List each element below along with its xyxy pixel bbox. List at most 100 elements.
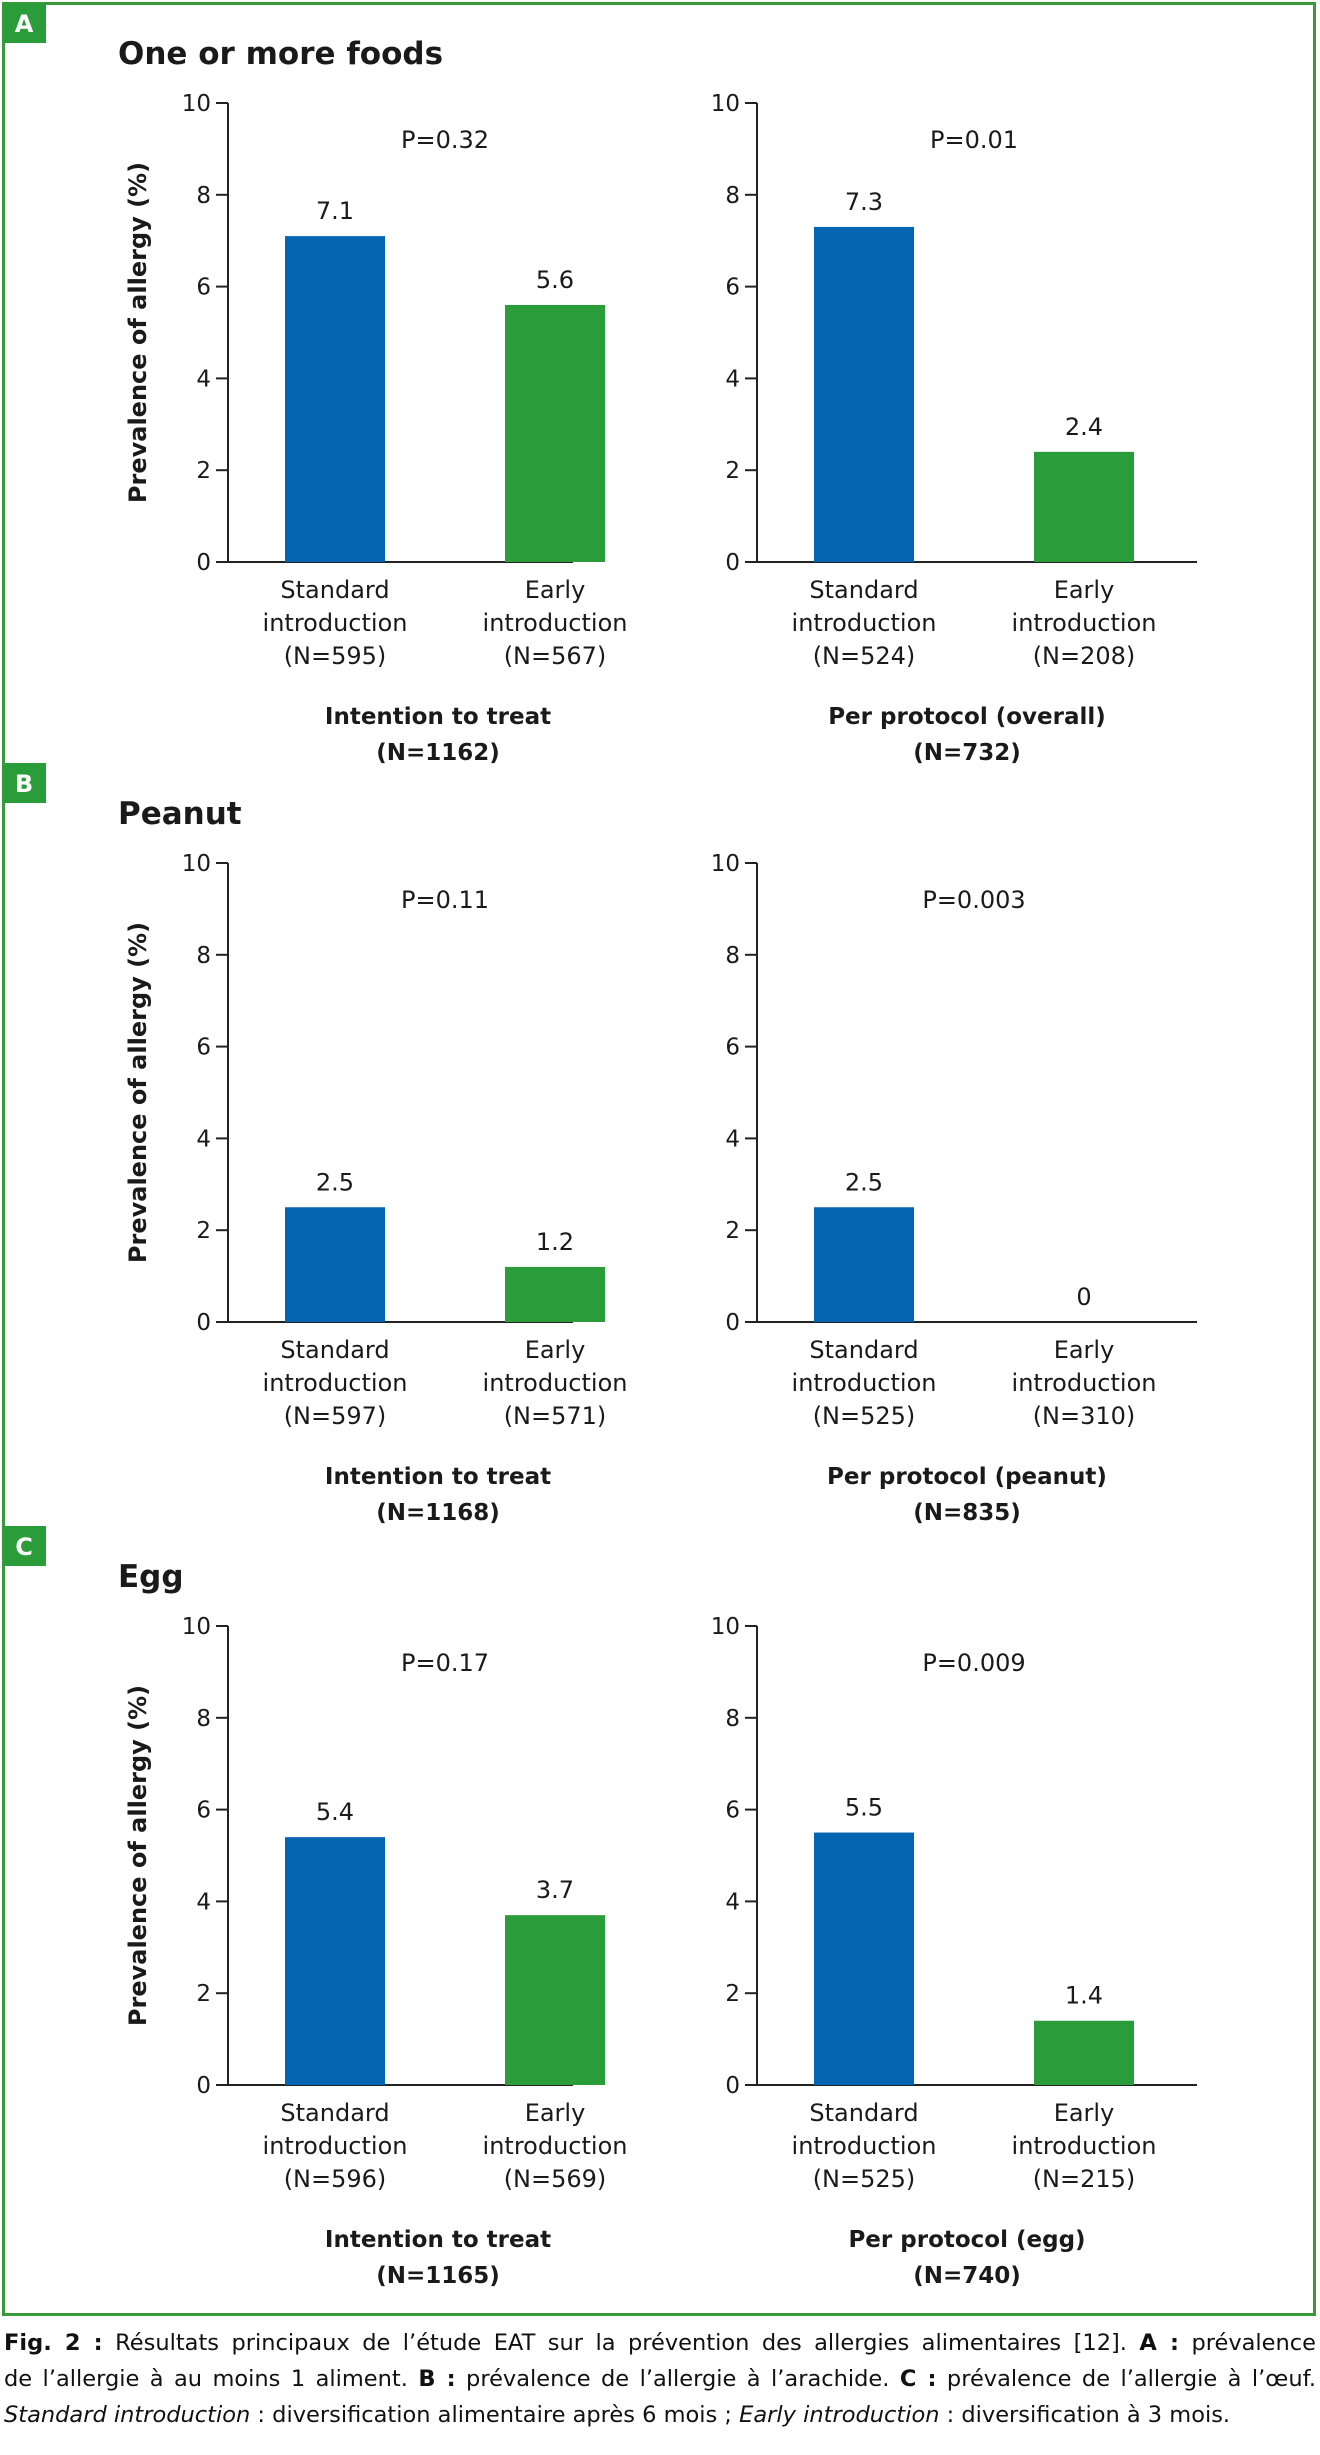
category-label: (N=208) <box>1033 642 1136 670</box>
y-tick-label: 10 <box>182 851 211 877</box>
y-tick-label: 10 <box>711 1614 740 1640</box>
panel-badge <box>3 3 46 43</box>
y-tick-label: 0 <box>725 550 740 576</box>
y-tick-label: 0 <box>196 2073 211 2099</box>
y-tick-label: 0 <box>725 1310 740 1336</box>
y-tick-label: 4 <box>196 1126 211 1152</box>
bar-value-label: 0 <box>1076 1283 1091 1311</box>
standard-bar <box>285 1837 385 2085</box>
category-label: (N=215) <box>1033 2165 1136 2193</box>
bar-value-label: 7.1 <box>316 197 354 225</box>
caption-early-term: Early introduction <box>739 2402 940 2428</box>
panel-letter: C <box>15 1533 33 1561</box>
y-tick-label: 6 <box>725 275 740 301</box>
y-tick-label: 8 <box>725 183 740 209</box>
y-tick-label: 4 <box>725 1126 740 1152</box>
group-title: Intention to treat <box>325 2227 551 2253</box>
panel-letter: A <box>15 10 34 38</box>
early-bar <box>505 1266 605 1322</box>
y-tick-label: 4 <box>725 366 740 392</box>
category-label: Early <box>1054 2099 1115 2127</box>
category-label: (N=567) <box>504 642 607 670</box>
caption-fig-label: Fig. 2 : <box>4 2330 103 2356</box>
category-label: Standard <box>280 576 389 604</box>
caption-text: de l’allergie à au moins 1 aliment. <box>4 2366 419 2392</box>
bar-value-label: 1.4 <box>1065 1982 1103 2010</box>
bar-value-label: 5.5 <box>845 1794 883 1822</box>
category-label: (N=310) <box>1033 1402 1136 1430</box>
panel-title: Egg <box>118 1559 184 1595</box>
caption-line-1: Fig. 2 : Résultats principaux de l’étude… <box>4 2325 1316 2361</box>
category-label: introduction <box>1012 2132 1157 2160</box>
early-bar <box>1034 2020 1134 2085</box>
bar-value-label: 2.5 <box>845 1168 883 1196</box>
group-title: Per protocol (overall) <box>828 704 1106 730</box>
y-tick-label: 8 <box>196 183 211 209</box>
y-tick-label: 2 <box>725 1218 740 1244</box>
category-label: Standard <box>280 1336 389 1364</box>
category-label: (N=569) <box>504 2165 607 2193</box>
category-label: (N=525) <box>813 1402 916 1430</box>
y-tick-label: 6 <box>196 1798 211 1824</box>
early-bar <box>505 1915 605 2085</box>
y-tick-label: 2 <box>196 1218 211 1244</box>
bar-value-label: 5.6 <box>536 266 574 294</box>
y-tick-label: 8 <box>725 1706 740 1732</box>
panel-badge <box>3 1526 46 1566</box>
bar-value-label: 2.4 <box>1065 413 1103 441</box>
caption-line-2: de l’allergie à au moins 1 aliment. B : … <box>4 2361 1316 2397</box>
y-tick-label: 0 <box>725 2073 740 2099</box>
p-value-label: P=0.003 <box>922 886 1025 914</box>
standard-bar <box>285 236 385 563</box>
caption-b-label: B : <box>418 2366 456 2392</box>
category-label: (N=525) <box>813 2165 916 2193</box>
y-tick-label: 10 <box>182 91 211 117</box>
group-title: (N=1165) <box>376 2263 500 2289</box>
early-bar <box>505 304 605 562</box>
caption-a-label: A : <box>1139 2330 1179 2356</box>
y-axis-label: Prevalence of allergy (%) <box>124 162 152 503</box>
group-title: Per protocol (egg) <box>848 2227 1085 2253</box>
caption-c-label: C : <box>899 2366 937 2392</box>
y-tick-label: 10 <box>711 91 740 117</box>
category-label: Early <box>525 576 586 604</box>
group-title: (N=1162) <box>376 740 500 766</box>
panel-badge <box>3 763 46 803</box>
panel-title: Peanut <box>118 796 242 832</box>
y-tick-label: 4 <box>196 366 211 392</box>
bar-value-label: 5.4 <box>316 1798 354 1826</box>
y-tick-label: 0 <box>196 550 211 576</box>
y-axis-label: Prevalence of allergy (%) <box>124 1685 152 2026</box>
y-tick-label: 0 <box>196 1310 211 1336</box>
y-tick-label: 8 <box>196 943 211 969</box>
y-tick-label: 6 <box>196 275 211 301</box>
category-label: (N=597) <box>284 1402 387 1430</box>
group-title: Per protocol (peanut) <box>827 1464 1107 1490</box>
category-label: introduction <box>263 2132 408 2160</box>
caption-text: prévalence de l’allergie à l’arachide. <box>455 2366 900 2392</box>
category-label: Early <box>525 2099 586 2127</box>
category-label: introduction <box>263 1369 408 1397</box>
y-tick-label: 6 <box>196 1035 211 1061</box>
panel-letter: B <box>15 770 33 798</box>
y-tick-label: 10 <box>711 851 740 877</box>
category-label: Early <box>525 1336 586 1364</box>
category-label: (N=571) <box>504 1402 607 1430</box>
group-title: (N=835) <box>913 1500 1021 1526</box>
group-title: (N=732) <box>913 740 1021 766</box>
caption-line-3: Standard introduction : diversification … <box>4 2397 1316 2433</box>
category-label: introduction <box>483 1369 628 1397</box>
y-tick-label: 6 <box>725 1798 740 1824</box>
y-tick-label: 4 <box>196 1889 211 1915</box>
category-label: introduction <box>483 2132 628 2160</box>
category-label: Early <box>1054 1336 1115 1364</box>
group-title: Intention to treat <box>325 704 551 730</box>
y-tick-label: 8 <box>196 1706 211 1732</box>
y-tick-label: 2 <box>725 458 740 484</box>
p-value-label: P=0.11 <box>401 886 489 914</box>
standard-bar <box>285 1207 385 1322</box>
category-label: Standard <box>809 1336 918 1364</box>
y-tick-label: 4 <box>725 1889 740 1915</box>
group-title: Intention to treat <box>325 1464 551 1490</box>
y-tick-label: 2 <box>725 1981 740 2007</box>
